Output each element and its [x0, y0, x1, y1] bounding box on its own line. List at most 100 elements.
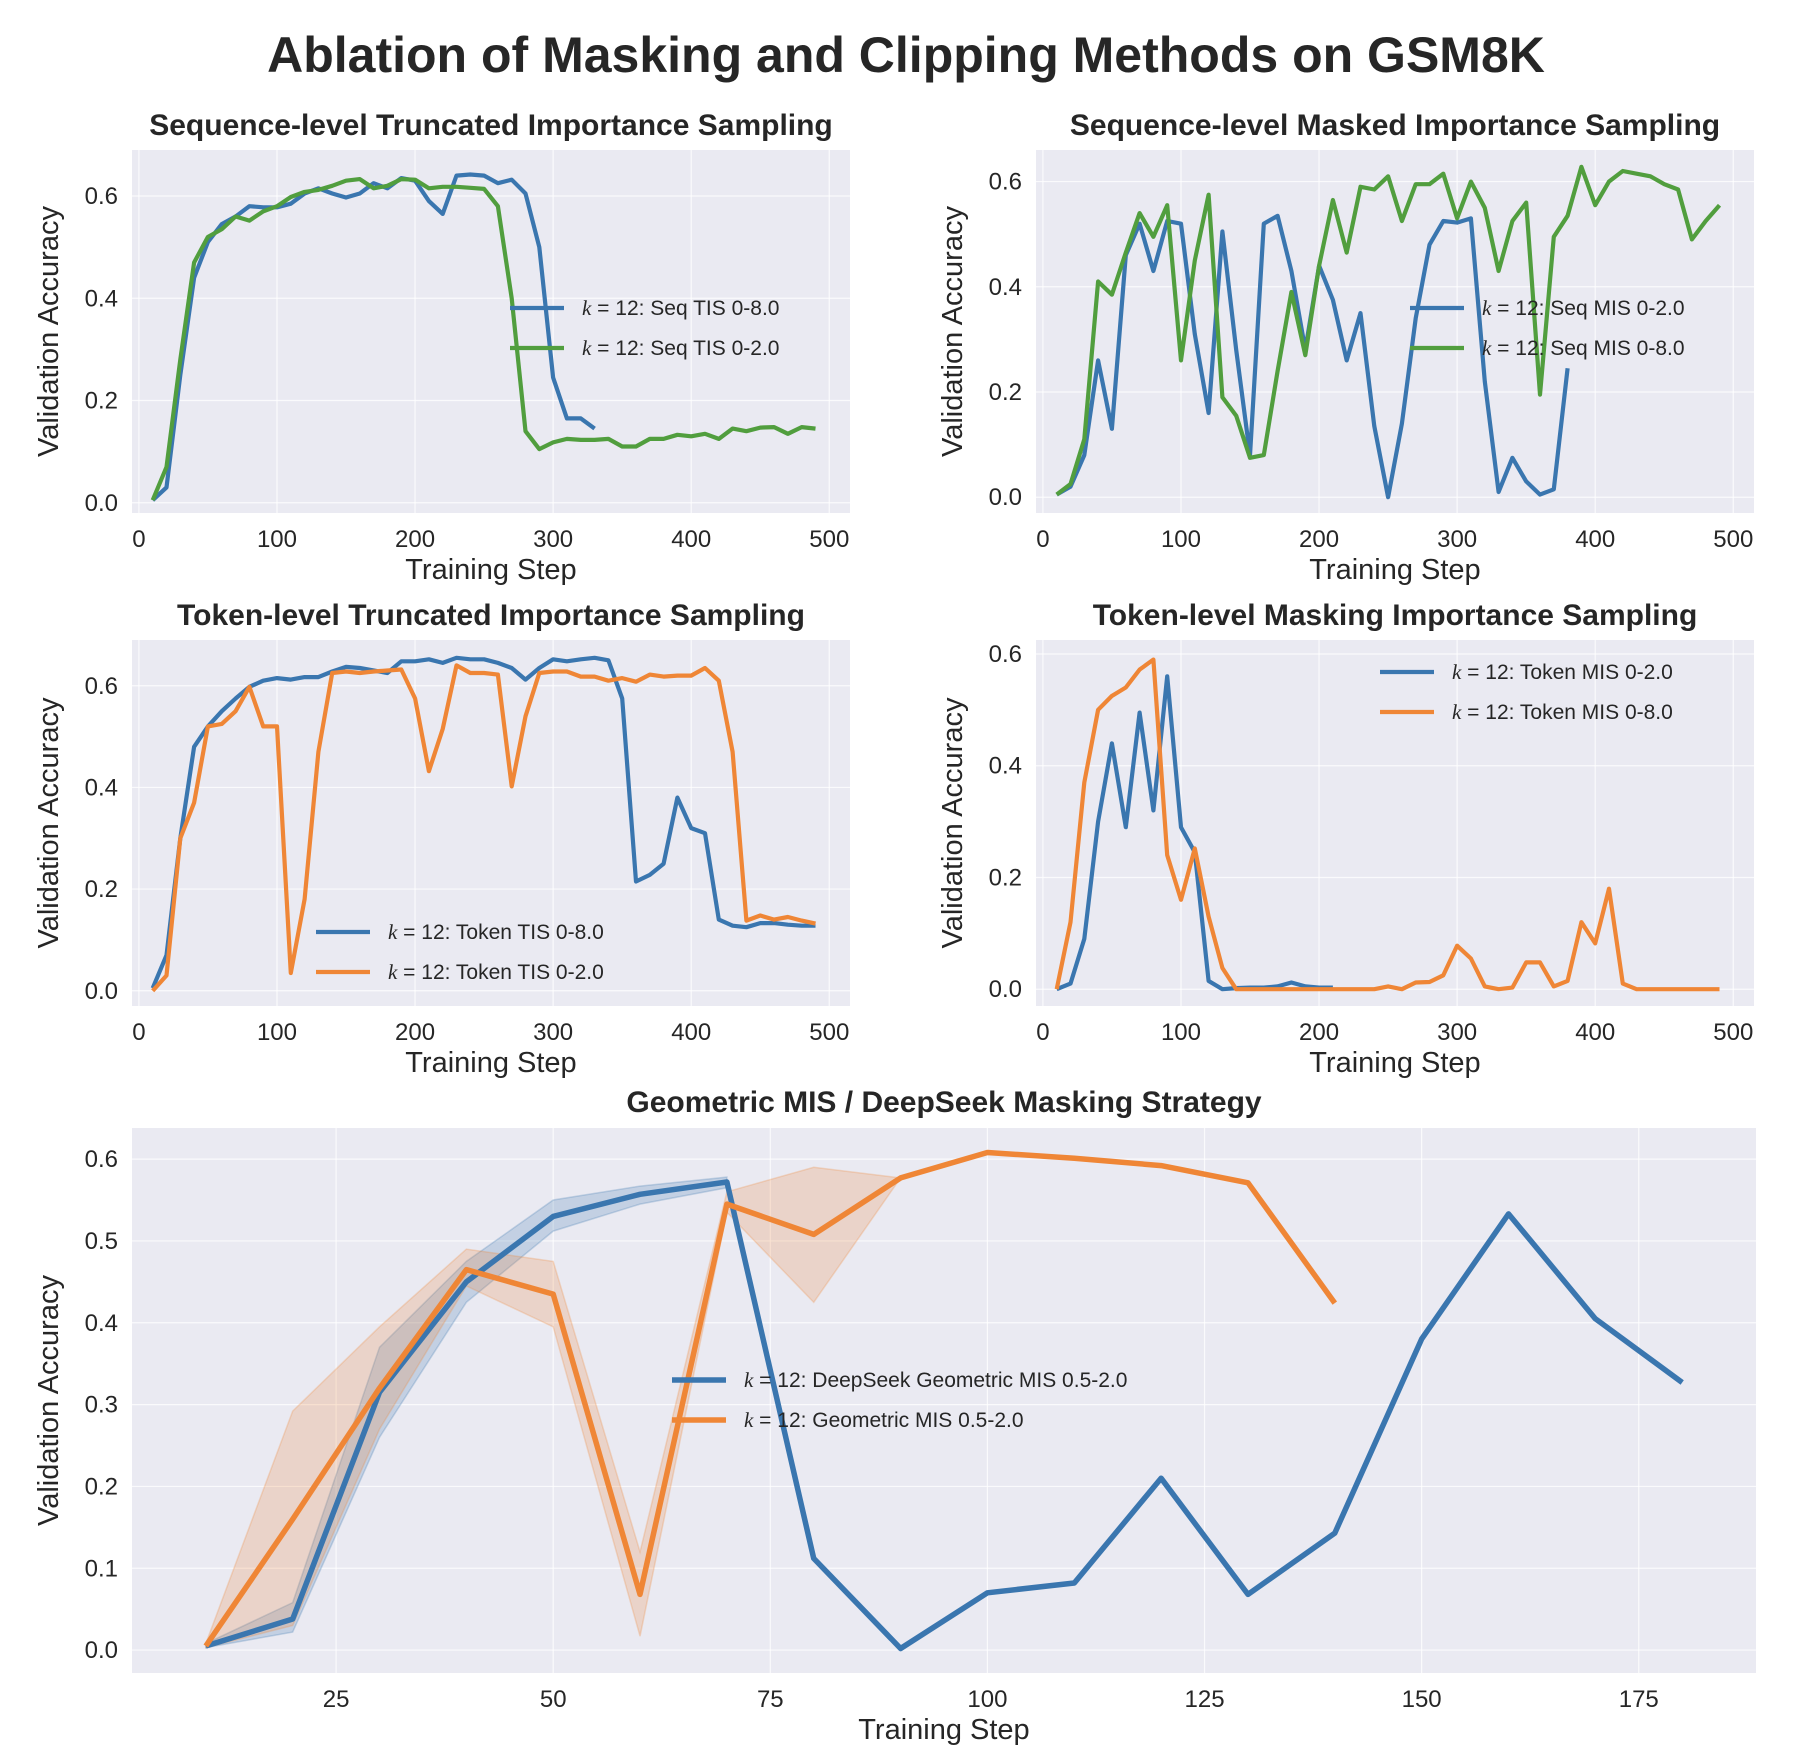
- legend: k = 12: Token TIS 0-8.0 k = 12: Token TIS…: [316, 920, 604, 984]
- plot-area: [132, 150, 850, 513]
- legend-text: = 12: Token MIS 0-2.0: [1461, 661, 1673, 684]
- y-axis-label: Validation Accuracy: [33, 1275, 65, 1526]
- series-line-0: [151, 172, 596, 502]
- x-tick-label: 300: [1437, 526, 1477, 553]
- series-line-1: [1054, 657, 1720, 992]
- legend-k-symbol: k: [1482, 336, 1492, 360]
- x-tick-label: 200: [1299, 1019, 1339, 1046]
- y-axis-label: Validation Accuracy: [937, 206, 969, 457]
- legend-label: k = 12: Geometric MIS 0.5-2.0: [744, 1408, 1024, 1432]
- legend: k = 12: DeepSeek Geometric MIS 0.5-2.0 k …: [672, 1368, 1127, 1432]
- y-tick-label: 0.0: [989, 976, 1022, 1003]
- series-band-1: [205, 1166, 902, 1649]
- legend-text: = 12: Seq MIS 0-8.0: [1491, 337, 1684, 360]
- legend: k = 12: Token MIS 0-2.0k = 12: Token MIS…: [1380, 660, 1673, 724]
- y-tick-label: 0.0: [85, 978, 118, 1005]
- y-tick-label: 0.6: [989, 169, 1022, 196]
- x-tick-label: 0: [1036, 526, 1049, 553]
- y-tick-label: 0.6: [85, 673, 118, 700]
- y-tick-label: 0.2: [989, 864, 1022, 891]
- y-tick-label: 0.4: [85, 774, 118, 801]
- legend-label: k = 12: Seq TIS 0-2.0: [582, 336, 779, 360]
- legend-label: k = 12: Token MIS 0-2.0: [1452, 660, 1673, 684]
- y-tick-label: 0.0: [989, 484, 1022, 511]
- y-tick-label: 0.3: [85, 1392, 118, 1419]
- x-tick-label: 500: [1713, 1019, 1753, 1046]
- x-tick-label: 500: [809, 526, 849, 553]
- legend-label: k = 12: Token TIS 0-2.0: [388, 960, 604, 984]
- plot-area: [1036, 640, 1754, 1006]
- legend-label: k = 12: Seq TIS 0-8.0: [582, 296, 779, 320]
- series-line-1: [150, 177, 816, 502]
- y-axis-label: Validation Accuracy: [33, 697, 65, 948]
- legend-text: = 12: Seq MIS 0-2.0: [1491, 297, 1684, 320]
- x-axis-label: Training Step: [1309, 554, 1480, 586]
- x-axis-label: Training Step: [858, 1714, 1029, 1746]
- x-tick-label: 200: [1299, 526, 1339, 553]
- x-tick-label: 400: [671, 1019, 711, 1046]
- legend-text: = 12: Token TIS 0-2.0: [397, 961, 603, 984]
- x-tick-label: 100: [257, 1019, 297, 1046]
- x-tick-label: 100: [967, 1686, 1007, 1713]
- x-tick-label: 100: [1161, 526, 1201, 553]
- x-tick-label: 500: [1713, 526, 1753, 553]
- legend-label: k = 12: Token TIS 0-8.0: [388, 920, 604, 944]
- x-axis-label: Training Step: [405, 1047, 576, 1079]
- legend-label: k = 12: DeepSeek Geometric MIS 0.5-2.0: [744, 1368, 1127, 1392]
- x-tick-label: 125: [1185, 1686, 1225, 1713]
- y-tick-label: 0.2: [989, 379, 1022, 406]
- series-group: [1055, 164, 1722, 500]
- series-line-1: [203, 1149, 1338, 1648]
- legend-label: k = 12: Seq MIS 0-2.0: [1482, 296, 1685, 320]
- panel-title: Token-level Truncated Importance Samplin…: [177, 599, 805, 632]
- x-tick-label: 500: [809, 1019, 849, 1046]
- x-axis-label: Training Step: [405, 554, 576, 586]
- plot-area: [132, 1128, 1756, 1673]
- x-tick-label: 300: [1437, 1019, 1477, 1046]
- legend-k-symbol: k: [1452, 700, 1462, 724]
- legend-text: = 12: Token TIS 0-8.0: [397, 921, 603, 944]
- legend: k = 12: Seq MIS 0-2.0 k = 12: Seq MIS 0-8…: [1410, 296, 1685, 360]
- legend-text: = 12: Token MIS 0-8.0: [1461, 701, 1673, 724]
- y-tick-label: 0.6: [85, 183, 118, 210]
- x-tick-label: 300: [533, 526, 573, 553]
- legend-k-symbol: k: [582, 336, 592, 360]
- x-tick-label: 300: [533, 1019, 573, 1046]
- y-axis-label: Validation Accuracy: [937, 697, 969, 948]
- legend-text: = 12: Seq TIS 0-2.0: [591, 337, 779, 360]
- y-tick-label: 0.2: [85, 876, 118, 903]
- panel-tok-tis: 0.0 0.2 0.4 0.6 0 100 200 300 400 500 Token-level …: [33, 599, 850, 1079]
- figure-title: Ablation of Masking and Clipping Methods…: [267, 27, 1545, 83]
- x-tick-label: 175: [1619, 1686, 1659, 1713]
- panel-tok-mis: 0.0 0.2 0.4 0.6 0 100 200 300 400 500 Token-level …: [937, 599, 1754, 1079]
- series-line-0: [150, 655, 816, 990]
- y-tick-label: 0.0: [85, 490, 118, 517]
- y-tick-label: 0.2: [85, 1473, 118, 1500]
- series-group: [150, 655, 816, 993]
- series-line-1: [151, 663, 816, 993]
- series-group: [1054, 657, 1720, 992]
- series-group: [150, 172, 816, 502]
- series-group: [203, 1149, 1684, 1652]
- x-tick-label: 400: [1575, 526, 1615, 553]
- x-tick-label: 0: [1036, 1019, 1049, 1046]
- x-tick-label: 0: [132, 1019, 145, 1046]
- panel-seq-mis: 0.0 0.2 0.4 0.6 0 100 200 300 400 500 Sequence-lev…: [937, 109, 1754, 586]
- legend: k = 12: Seq TIS 0-8.0k = 12: Seq TIS 0-2…: [510, 296, 779, 360]
- y-tick-label: 0.0: [85, 1637, 118, 1664]
- x-tick-label: 400: [671, 526, 711, 553]
- panel-title: Geometric MIS / DeepSeek Masking Strateg…: [626, 1086, 1262, 1119]
- legend-k-symbol: k: [744, 1368, 754, 1392]
- legend-k-symbol: k: [582, 296, 592, 320]
- x-tick-label: 100: [257, 526, 297, 553]
- x-tick-label: 200: [395, 1019, 435, 1046]
- y-axis-label: Validation Accuracy: [33, 206, 65, 457]
- legend-text: = 12: Geometric MIS 0.5-2.0: [753, 1409, 1023, 1432]
- x-tick-label: 50: [540, 1686, 567, 1713]
- y-tick-label: 0.4: [989, 753, 1022, 780]
- legend-label: k = 12: Token MIS 0-8.0: [1452, 700, 1673, 724]
- series-line-1: [1055, 164, 1722, 497]
- panel-title: Sequence-level Masked Importance Samplin…: [1070, 109, 1720, 142]
- x-tick-label: 25: [323, 1686, 350, 1713]
